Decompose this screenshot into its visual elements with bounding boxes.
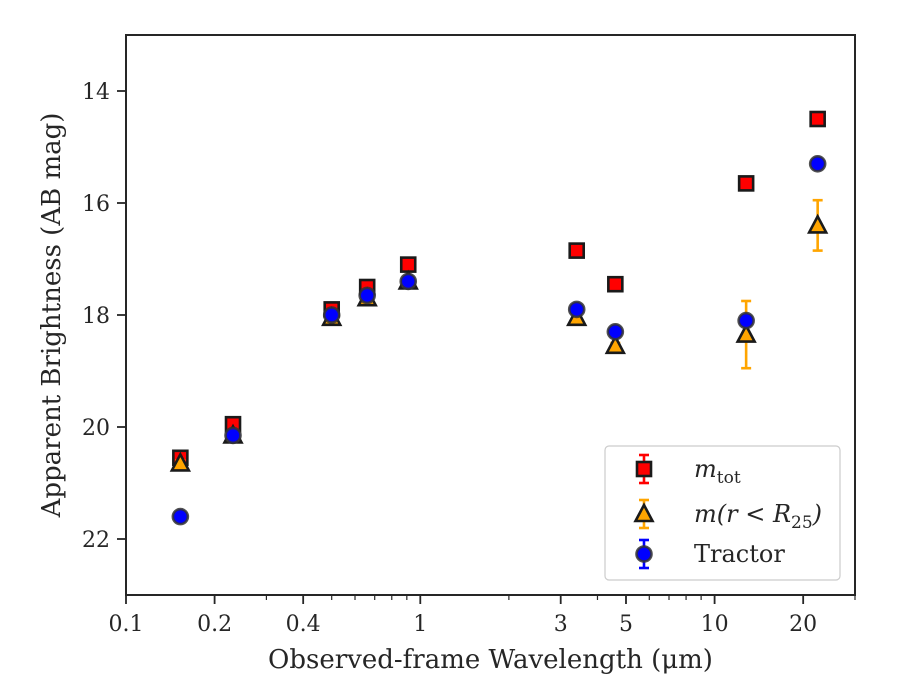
data-point-circle <box>322 306 341 324</box>
legend-marker-triangle <box>633 502 655 523</box>
data-point-triangle <box>806 213 829 234</box>
legend: mtot m(r < R25) Tractor <box>604 445 841 581</box>
x-tick-label: 1 <box>413 612 427 637</box>
y-tick-label: 20 <box>82 416 110 441</box>
y-tick-label: 16 <box>82 192 110 217</box>
x-tick-label: 10 <box>701 612 729 637</box>
x-tick-label: 0.4 <box>286 612 321 637</box>
data-marks <box>169 110 829 526</box>
legend-box <box>604 445 841 581</box>
data-point-circle <box>358 286 376 305</box>
data-point-circle <box>567 300 586 319</box>
x-axis-ticks: 0.1 0.2 0.4 1 3 5 10 20 <box>109 595 817 637</box>
legend-label-subscript: tot <box>717 468 741 488</box>
data-point-square <box>568 242 586 259</box>
y-tick-label: 14 <box>82 80 110 105</box>
legend-marker-circle <box>635 545 653 563</box>
legend-label-main: m <box>694 455 717 483</box>
x-tick-label: 0.1 <box>109 612 144 637</box>
legend-marker-square <box>635 460 653 478</box>
x-tick-label: 20 <box>789 612 817 637</box>
plot-frame <box>125 34 856 596</box>
data-point-triangle <box>604 334 627 355</box>
legend-label: mtot <box>694 455 741 488</box>
data-point-square <box>399 256 417 273</box>
x-tick-label: 5 <box>619 612 633 637</box>
legend-label-main: m(r < R <box>694 500 791 528</box>
data-point-triangle <box>169 451 192 472</box>
y-axis-ticks: 14 16 18 20 22 <box>82 80 126 553</box>
data-point-square <box>607 275 624 293</box>
x-tick-label: 3 <box>554 612 568 637</box>
data-point-circle <box>606 322 625 341</box>
data-point-square <box>809 110 826 128</box>
y-tick-label: 22 <box>82 528 110 553</box>
legend-label: m(r < R25) <box>694 500 822 533</box>
y-axis-label: Apparent Brightness (AB mag) <box>37 113 67 519</box>
data-point-circle <box>171 507 190 526</box>
data-point-circle <box>808 155 827 173</box>
data-point-triangle <box>735 322 757 343</box>
x-axis-label: Observed-frame Wavelength (μm) <box>268 645 713 675</box>
data-point-circle <box>737 311 755 330</box>
legend-label: Tractor <box>694 540 785 568</box>
data-point-square <box>737 175 755 192</box>
x-tick-label: 0.2 <box>197 612 232 637</box>
series-circle <box>171 155 827 526</box>
data-point-circle <box>224 426 242 445</box>
legend-label-tail: ) <box>812 500 822 528</box>
y-tick-label: 18 <box>82 304 110 329</box>
legend-label-subscript: 25 <box>791 513 813 533</box>
data-point-circle <box>399 272 418 291</box>
